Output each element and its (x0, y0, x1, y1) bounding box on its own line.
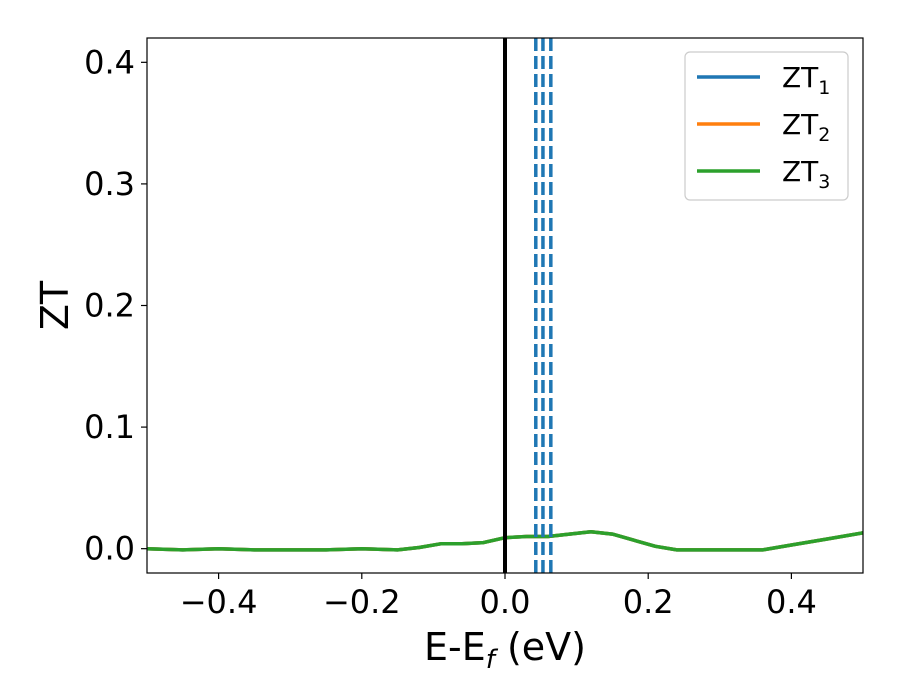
legend-label-3: ZT3 (782, 155, 830, 193)
y-tick-label: 0.0 (84, 530, 135, 568)
legend-label-1: ZT1 (782, 61, 830, 99)
y-tick-label: 0.4 (84, 43, 135, 81)
x-tick-label: 0.0 (480, 583, 531, 621)
plot-area (147, 38, 863, 573)
x-tick-label: −0.2 (323, 583, 401, 621)
legend: ZT1 ZT2 ZT3 (684, 51, 849, 201)
y-axis-label: ZT (33, 280, 77, 330)
x-tick-label: 0.2 (623, 583, 674, 621)
x-tick-label: 0.4 (766, 583, 817, 621)
legend-box (684, 51, 849, 201)
y-tick-label: 0.3 (84, 165, 135, 203)
axis-ticks: −0.4 −0.2 0.0 0.2 0.4 0.0 0.1 0.2 0.3 0.4 (84, 43, 817, 621)
y-tick-label: 0.2 (84, 287, 135, 325)
y-tick-label: 0.1 (84, 408, 135, 446)
series-line-3 (147, 529, 863, 552)
legend-label-2: ZT2 (782, 108, 830, 146)
x-axis-label: E-Ef (eV) (424, 625, 586, 675)
x-tick-label: −0.4 (180, 583, 258, 621)
